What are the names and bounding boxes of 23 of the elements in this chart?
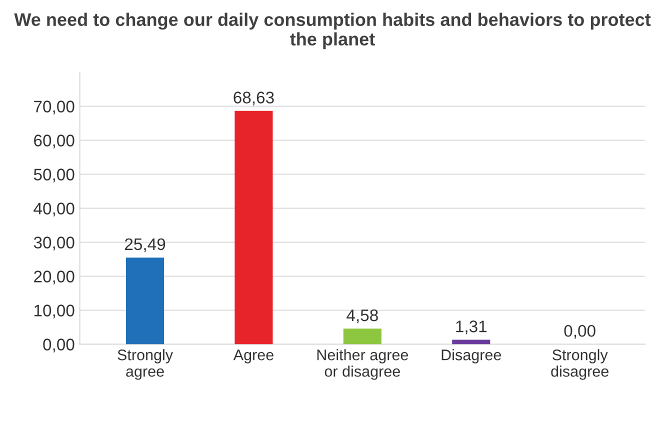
x-tick-label: Agree [233,350,274,364]
y-tick-label: 50,00 [34,168,74,182]
y-tick-label: 70,00 [34,100,74,114]
bar [343,328,382,344]
y-tick-label: 60,00 [34,134,74,148]
x-tick-label: Neither agree or disagree [317,349,408,380]
x-tick-label: Strongly disagree [551,349,608,380]
bar [452,340,490,344]
y-tick-label: 30,00 [34,236,74,250]
data-label: 25,49 [125,238,166,252]
x-tick-label: Strongly agree [118,349,174,380]
y-tick-label: 40,00 [34,202,74,216]
y-tick-label: 0,00 [43,338,74,352]
bar [126,258,164,344]
x-tick-label: Disagree [442,349,502,364]
chart-title: We need to change our daily consumption habits and behaviors to protect the planet [14,12,651,50]
data-label: 68,63 [234,92,274,106]
data-label: 0,00 [564,324,596,339]
y-tick-label: 20,00 [34,270,74,284]
data-label: 4,58 [346,309,378,324]
data-label: 1,31 [456,320,487,334]
bar [234,110,273,344]
y-tick-label: 10,00 [34,304,74,318]
